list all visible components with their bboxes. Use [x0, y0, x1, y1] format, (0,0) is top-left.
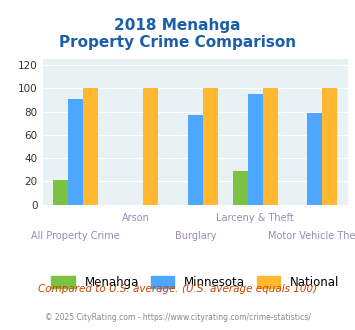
Bar [248, 94, 263, 205]
Bar [263, 88, 278, 205]
Bar [143, 88, 158, 205]
Bar [68, 99, 83, 205]
Text: Property Crime Comparison: Property Crime Comparison [59, 35, 296, 50]
Text: Compared to U.S. average. (U.S. average equals 100): Compared to U.S. average. (U.S. average … [38, 284, 317, 294]
Bar [83, 88, 98, 205]
Text: 2018 Menahga: 2018 Menahga [114, 18, 241, 33]
Text: All Property Crime: All Property Crime [31, 231, 120, 241]
Bar [188, 115, 203, 205]
Text: © 2025 CityRating.com - https://www.cityrating.com/crime-statistics/: © 2025 CityRating.com - https://www.city… [45, 313, 310, 322]
Legend: Menahga, Minnesota, National: Menahga, Minnesota, National [47, 272, 344, 294]
Bar [53, 180, 68, 205]
Text: Larceny & Theft: Larceny & Theft [216, 213, 294, 223]
Bar [203, 88, 218, 205]
Bar [307, 113, 322, 205]
Text: Motor Vehicle Theft: Motor Vehicle Theft [268, 231, 355, 241]
Text: Burglary: Burglary [175, 231, 216, 241]
Bar [322, 88, 337, 205]
Text: Arson: Arson [121, 213, 149, 223]
Bar [233, 171, 248, 205]
